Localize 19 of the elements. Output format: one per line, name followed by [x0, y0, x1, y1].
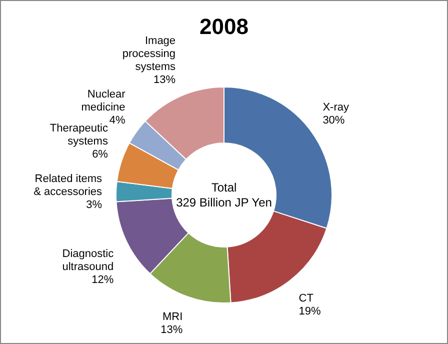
chart-title: 2008 [200, 14, 248, 39]
slice-label: Diagnostic ultrasound [62, 248, 114, 273]
data-label: 13% [160, 324, 183, 336]
slice-label: Therapeutic systems [50, 122, 108, 148]
data-label: 6% [92, 148, 108, 160]
slice-label: X-ray [322, 101, 350, 114]
data-label: 3% [86, 199, 102, 212]
text: Total [211, 180, 237, 194]
slice-label: CT [298, 292, 314, 304]
slice-label: Image processing systems [122, 35, 176, 74]
text: 329 Billion JP Yen [176, 196, 272, 210]
data-label: 30% [322, 114, 345, 126]
data-label: 19% [298, 305, 322, 318]
slice-label: Related items & accessories [34, 173, 103, 198]
data-label: 12% [92, 274, 114, 286]
slice-label: MRI [162, 310, 183, 323]
data-label: 4% [109, 114, 126, 126]
data-label: 13% [154, 74, 176, 86]
slice-label: Nuclear medicine [81, 88, 126, 114]
